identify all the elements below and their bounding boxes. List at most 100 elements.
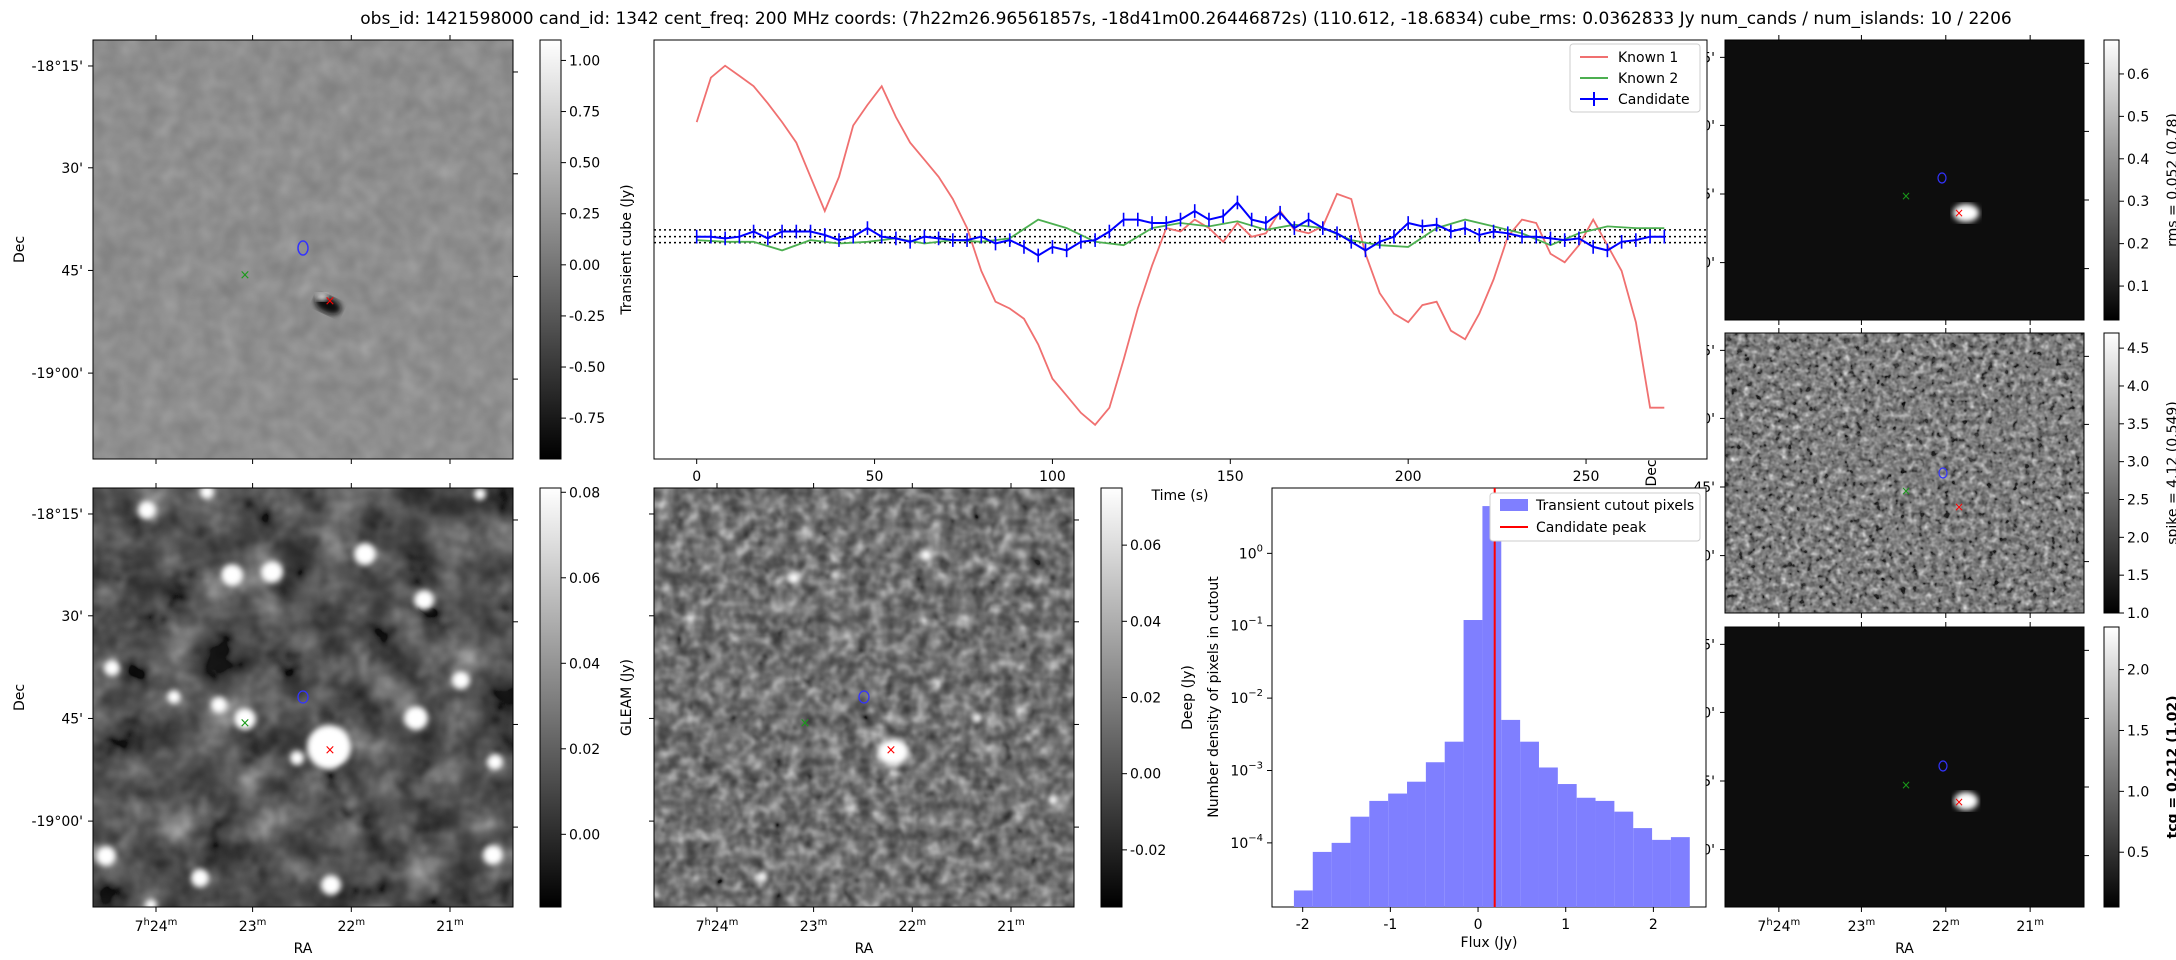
spike-colorbar-tick: 3.5 — [2127, 417, 2149, 433]
spike-colorbar-tick: 2.5 — [2127, 492, 2149, 508]
transient_cube-colorbar-tick: 0.25 — [569, 207, 600, 223]
transient_cube-colorbar-tick: 0.75 — [569, 105, 600, 121]
histogram-bar — [1444, 741, 1464, 907]
panel-deep: × × — [654, 488, 1074, 907]
histogram-bar — [1312, 851, 1332, 907]
tcg-colorbar-tick: 2.0 — [2127, 663, 2149, 679]
histogram-bar — [1331, 842, 1351, 907]
spike-colorbar-tick: 3.0 — [2127, 455, 2149, 471]
histogram-ylabel: Number density of pixels in cutout — [1206, 576, 1222, 818]
rms-frame — [1724, 39, 2085, 321]
histogram-bar — [1595, 800, 1615, 907]
histogram-bar — [1557, 784, 1577, 907]
legend-candidate-peak: Candidate peak — [1536, 520, 1647, 536]
gleam-colorbar-tick: 0.00 — [569, 827, 600, 843]
transient_cube-colorbar-label: Transient cube (Jy) — [619, 184, 635, 315]
svg-text:×: × — [240, 716, 251, 731]
histogram-bar — [1501, 719, 1521, 907]
lightcurve-chart: 0 50 100 150 200 250 Time (s) Known 1 Known 2… — [653, 39, 1708, 504]
gleam-colorbar-label: GLEAM (Jy) — [619, 659, 635, 736]
transient_cube-colorbar-tick: 0.50 — [569, 156, 600, 172]
gleam-ra-label: RA — [294, 941, 313, 957]
histogram-xlabel: Flux (Jy) — [1461, 935, 1518, 951]
legend-transient-cutout: Transient cutout pixels — [1535, 498, 1694, 514]
svg-text:×: × — [1901, 484, 1911, 498]
red-cross-marker: × — [325, 294, 336, 309]
histogram-bar — [1388, 793, 1408, 907]
svg-text:×: × — [886, 743, 897, 758]
panel-spike: × × — [1725, 333, 2084, 613]
histogram-ytick-label: 100 — [1239, 543, 1263, 562]
transient_cube-colorbar-tick: -0.50 — [569, 360, 605, 376]
spike-colorbar-tick: 4.0 — [2127, 379, 2149, 395]
rms-colorbar-tick: 0.1 — [2127, 279, 2149, 295]
tcg-colorbar-label: tcg = 0.212 (1.02) — [2165, 696, 2176, 839]
tcg-ra-label: RA — [1895, 941, 1914, 957]
histogram-bar — [1576, 797, 1596, 907]
histogram-chart: -2 -1 0 1 2 100 10−1 10−2 10−3 10−4 Flux (Jy) Num… — [1206, 487, 1707, 951]
tcg-colorbar — [2103, 626, 2120, 908]
transient-cube-dec-label: Dec — [12, 236, 28, 263]
spike-dec-label: Dec — [1644, 459, 1660, 486]
deep-colorbar-label: Deep (Jy) — [1180, 665, 1196, 730]
tcg-frame — [1724, 626, 2085, 908]
histogram-bar — [1520, 741, 1539, 907]
histogram-xtick-label: -1 — [1383, 917, 1397, 933]
lightcurve-xtick-label: 0 — [692, 469, 701, 485]
deep-ra-label: RA — [855, 941, 874, 957]
histogram-bar — [1614, 811, 1634, 907]
lightcurve-xtick-label: 250 — [1573, 469, 1600, 485]
deep-colorbar-tick: 0.04 — [1130, 614, 1161, 630]
histogram-bar — [1463, 620, 1483, 907]
green-cross-marker: × — [240, 268, 251, 283]
histogram-bar — [1425, 762, 1445, 907]
histogram-bar — [1670, 837, 1690, 907]
histogram-ytick-label: 10−3 — [1230, 760, 1263, 779]
tcg-colorbar-tick: 1.5 — [2127, 723, 2149, 739]
rms-image — [1725, 40, 2084, 320]
deep-ra-tick-label: 23m — [800, 917, 828, 935]
transient_cube-colorbar-tick: 1.00 — [569, 53, 600, 69]
deep-ra-tick-label: 22m — [899, 917, 927, 935]
gleam-ra-tick-label: 21m — [436, 917, 464, 935]
deep-colorbar-tick: 0.00 — [1130, 767, 1161, 783]
gleam-colorbar-tick: 0.08 — [569, 485, 600, 501]
tcg-image — [1725, 627, 2084, 907]
tcg-colorbar-tick: 0.5 — [2127, 845, 2149, 861]
histogram-xtick-label: 0 — [1474, 917, 1483, 933]
legend-known-2: Known 2 — [1618, 71, 1678, 87]
gleam-ra-tick-label: 7h24m — [135, 917, 178, 935]
lightcurve-xtick-label: 150 — [1217, 469, 1244, 485]
rms-colorbar — [2103, 39, 2120, 321]
histogram-xtick-label: 2 — [1649, 917, 1658, 933]
gleam-colorbar — [539, 487, 562, 908]
histogram-bar — [1652, 839, 1671, 907]
spike-colorbar-tick: 1.0 — [2127, 606, 2149, 622]
histogram-bar — [1369, 800, 1389, 907]
rms-colorbar-tick: 0.5 — [2127, 109, 2149, 125]
panel-gleam: × × — [93, 485, 513, 911]
histogram-bar — [1482, 506, 1502, 907]
rms-colorbar-tick: 0.3 — [2127, 194, 2149, 210]
rms-colorbar-tick: 0.4 — [2127, 152, 2149, 168]
deep-colorbar — [1100, 487, 1123, 908]
spike-colorbar — [2103, 332, 2120, 614]
histogram-ytick-label: 10−2 — [1230, 688, 1263, 707]
gleam-colorbar-tick: 0.04 — [569, 656, 600, 672]
svg-text:×: × — [1901, 189, 1911, 203]
gleam-colorbar-tick: 0.02 — [569, 742, 600, 758]
histogram-legend: Transient cutout pixels Candidate peak — [1489, 492, 1701, 542]
gleam-frame — [92, 487, 514, 908]
panel-rms: × × — [1725, 40, 2084, 320]
gleam-sources — [96, 485, 503, 911]
svg-text:×: × — [1954, 795, 1964, 809]
figure-title: obs_id: 1421598000 cand_id: 1342 cent_fr… — [360, 9, 2012, 29]
lightcurve-xlabel: Time (s) — [1151, 488, 1209, 504]
legend-known-1: Known 1 — [1618, 50, 1678, 66]
transient_cube-colorbar-tick: -0.75 — [569, 411, 605, 427]
deep-colorbar-tick: 0.02 — [1130, 691, 1161, 707]
deep-frame — [653, 487, 1075, 908]
histogram-bar — [1293, 890, 1313, 907]
spike-colorbar-tick: 4.5 — [2127, 341, 2149, 357]
transient-cube-frame — [92, 39, 514, 460]
